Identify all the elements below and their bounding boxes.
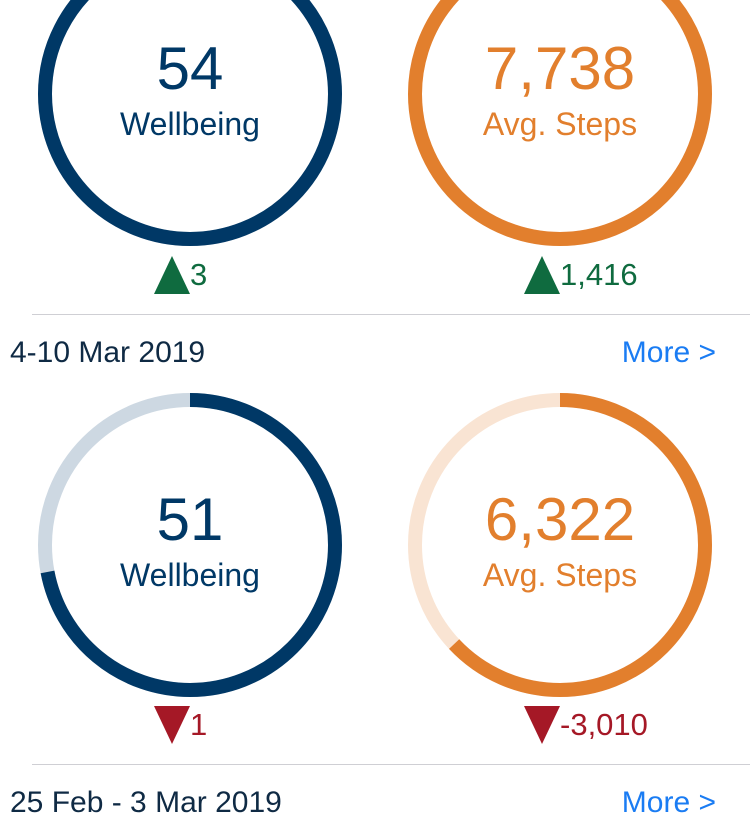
- steps-change-week-2: -3,010: [524, 703, 648, 747]
- wellbeing-ring-graphic: [38, 393, 342, 697]
- wellbeing-score: 54: [156, 35, 224, 102]
- steps-ring-week-2[interactable]: 6,322 Avg. Steps: [404, 389, 716, 701]
- arrow-up-icon: [524, 256, 560, 294]
- week-date-label: 25 Feb - 3 Mar 2019: [10, 786, 282, 819]
- steps-ring-graphic: [408, 0, 712, 246]
- wellbeing-ring-week-1[interactable]: 54 Wellbeing: [34, 0, 346, 250]
- arrow-up-icon: [154, 256, 190, 294]
- wellbeing-change-week-1: 3: [154, 253, 207, 297]
- wellbeing-ring-week-2[interactable]: 51 Wellbeing: [34, 389, 346, 701]
- wellbeing-change-value: 3: [190, 257, 208, 292]
- divider: [32, 314, 750, 315]
- steps-change-week-1: 1,416: [524, 253, 638, 297]
- steps-ring-graphic: [408, 393, 712, 697]
- wellbeing-change-week-2: 1: [154, 703, 207, 747]
- avg-steps-value: 7,738: [484, 35, 636, 102]
- more-link[interactable]: More >: [621, 786, 716, 819]
- wellbeing-change-value: 1: [190, 707, 208, 742]
- wellbeing-score: 51: [156, 486, 224, 553]
- more-link[interactable]: More >: [621, 336, 716, 369]
- wellbeing-label: Wellbeing: [120, 106, 260, 142]
- avg-steps-label: Avg. Steps: [482, 557, 638, 593]
- wellbeing-label: Wellbeing: [120, 557, 260, 593]
- divider: [32, 764, 750, 765]
- week-date-label: 4-10 Mar 2019: [10, 336, 206, 369]
- steps-ring-week-1[interactable]: 7,738 Avg. Steps: [404, 0, 716, 250]
- arrow-down-icon: [154, 706, 190, 744]
- avg-steps-label: Avg. Steps: [482, 106, 638, 142]
- wellbeing-ring-graphic: [38, 0, 342, 246]
- arrow-down-icon: [524, 706, 560, 744]
- steps-change-value: -3,010: [560, 707, 648, 742]
- avg-steps-value: 6,322: [484, 486, 636, 553]
- steps-change-value: 1,416: [560, 257, 638, 292]
